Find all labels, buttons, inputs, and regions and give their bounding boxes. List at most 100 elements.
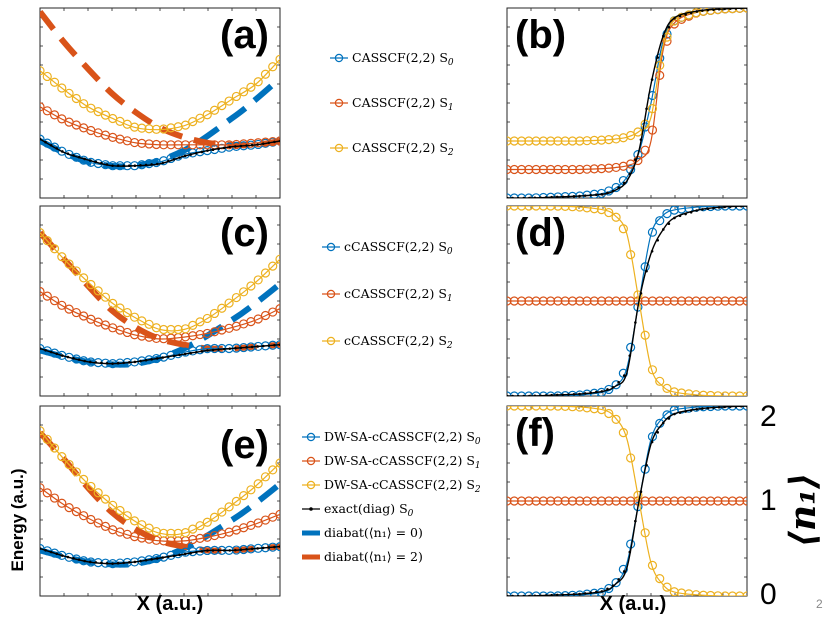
exact-point (689, 409, 693, 412)
data-point (531, 496, 541, 506)
data-point (676, 588, 687, 596)
data-point (115, 505, 125, 516)
data-point (137, 123, 147, 133)
exact-point (656, 431, 659, 434)
exact-point (139, 359, 142, 363)
data-point (40, 134, 45, 144)
data-point (231, 292, 241, 303)
panel-b: (b) (506, 7, 748, 199)
exact-point (706, 406, 710, 410)
data-point (706, 496, 716, 506)
exact-point (49, 550, 53, 554)
exact-point (211, 348, 215, 352)
exact-point (217, 147, 220, 151)
exact-point (183, 154, 187, 158)
data-point (575, 136, 585, 146)
exact-point (695, 10, 699, 13)
exact-point (567, 195, 570, 198)
data-point (195, 113, 205, 123)
series-line (507, 206, 747, 396)
data-point (108, 500, 118, 510)
legend-item: DW-SA-cCASSCF(2,2) S0 (302, 429, 481, 447)
data-point (71, 467, 81, 477)
data-point (713, 206, 723, 211)
exact-point (55, 147, 59, 150)
data-point (575, 406, 585, 412)
legend-item: cCASSCF(2,2) S0 (322, 239, 453, 257)
data-point (618, 428, 628, 438)
exact-point (745, 206, 747, 208)
data-point (691, 496, 701, 506)
data-point (546, 164, 556, 175)
data-point (669, 387, 679, 396)
data-point (180, 528, 191, 538)
series-f-dw-sa-ccasscf-2-2-s1 (507, 496, 747, 506)
data-point (144, 332, 154, 342)
legend-item: CASSCF(2,2) S0 (330, 50, 454, 68)
exact-point (578, 194, 581, 198)
panel-b-tag: (b) (515, 13, 566, 57)
exact-point (740, 406, 743, 408)
panel-f: (f) (506, 405, 748, 597)
exact-point (678, 411, 682, 414)
data-point (180, 347, 191, 357)
series-f-exact-diag-s0 (507, 406, 747, 596)
exact-point (555, 393, 559, 396)
data-point (567, 296, 578, 306)
series-a-diabat-n1-2- (40, 9, 280, 149)
data-point (567, 406, 578, 412)
data-point (516, 496, 527, 506)
data-point (180, 547, 191, 557)
exact-point (544, 394, 548, 396)
data-point (582, 206, 592, 213)
exact-point (622, 570, 626, 573)
data-point (202, 140, 212, 150)
exact-point (155, 557, 159, 560)
data-point (93, 518, 103, 528)
data-point (720, 496, 730, 506)
exact-point (628, 354, 632, 357)
data-point (720, 206, 730, 211)
exact-point (228, 145, 232, 149)
data-point (640, 496, 650, 506)
data-point (275, 458, 280, 468)
exact-point (94, 361, 98, 364)
data-point (231, 91, 241, 102)
series-d-ccasscf-2-2-s2 (507, 206, 747, 396)
exact-point (550, 393, 553, 396)
data-point (253, 138, 263, 148)
data-point (676, 296, 687, 306)
exact-point (61, 554, 64, 557)
data-point (596, 406, 607, 415)
data-point (57, 498, 67, 508)
data-point (188, 140, 198, 150)
data-point (79, 511, 89, 521)
exact-point (239, 144, 243, 148)
panel-a-plot (40, 9, 280, 171)
legend-label: cCASSCF(2,2) S0 (344, 239, 453, 257)
exact-point (228, 347, 232, 350)
data-point (507, 164, 512, 175)
data-point (260, 472, 271, 482)
data-point (86, 103, 96, 113)
data-point (253, 314, 263, 324)
exact-point (507, 594, 509, 596)
data-point (720, 296, 730, 306)
data-point (509, 591, 519, 596)
data-point (618, 224, 628, 234)
exact-point (734, 8, 738, 10)
exact-point (83, 559, 86, 563)
exact-point (100, 361, 103, 365)
data-point (662, 29, 672, 39)
data-point (538, 206, 548, 211)
panel-f-tag: (f) (515, 411, 555, 455)
data-point (727, 206, 738, 211)
exact-point (723, 406, 726, 409)
data-point (676, 388, 687, 396)
series-line (507, 406, 747, 596)
data-point (71, 93, 81, 104)
data-point (239, 87, 249, 97)
exact-point (673, 216, 676, 220)
data-point (560, 406, 570, 412)
panel-f-plot (507, 406, 747, 596)
